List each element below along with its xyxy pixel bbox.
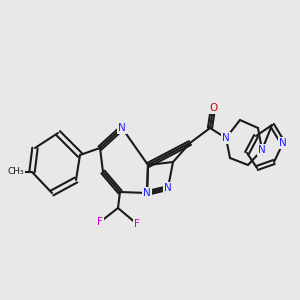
Text: CH₃: CH₃ bbox=[8, 167, 24, 176]
Text: N: N bbox=[258, 145, 266, 155]
Text: F: F bbox=[97, 217, 103, 227]
Text: N: N bbox=[222, 133, 230, 143]
Text: N: N bbox=[279, 138, 287, 148]
Text: N: N bbox=[143, 188, 151, 198]
Text: O: O bbox=[209, 103, 217, 113]
Text: N: N bbox=[118, 123, 126, 133]
Text: N: N bbox=[164, 183, 172, 193]
Text: F: F bbox=[134, 219, 140, 229]
